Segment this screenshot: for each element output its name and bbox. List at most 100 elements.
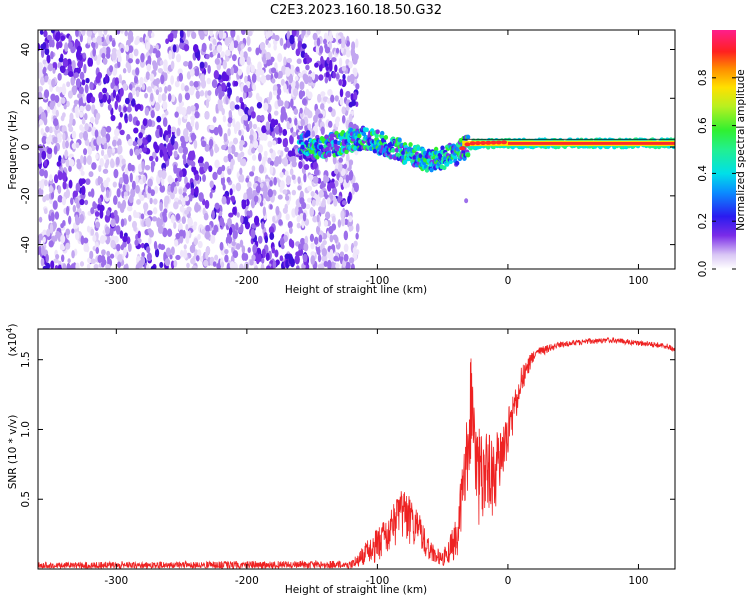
spectrogram-noise-cell xyxy=(104,162,109,169)
spectrogram-noise-cell xyxy=(135,35,141,44)
snr-y-tick-label: 0.5 xyxy=(20,491,32,508)
spectrogram-noise-cell xyxy=(277,194,283,200)
spectrogram-noise-cell xyxy=(180,82,185,92)
spectrogram-y-tick-label: -20 xyxy=(20,187,32,204)
spectrogram-noise-cell xyxy=(205,98,210,109)
spectrogram-noise-cell xyxy=(205,249,209,260)
spectrogram-noise-cell xyxy=(79,71,85,80)
spectrogram-noise-cell xyxy=(272,84,278,93)
spectrogram-noise-cell xyxy=(289,227,293,234)
spectrogram-noise-cell xyxy=(246,90,253,99)
spectrogram-noise-cell xyxy=(116,188,121,198)
spectrogram-noise-cell xyxy=(230,66,235,76)
spectrogram-noise-cell xyxy=(61,112,66,118)
spectrogram-noise-cell xyxy=(42,59,47,65)
spectrogram-noise-cell xyxy=(209,148,214,157)
spectrogram-noise-cell xyxy=(80,154,84,165)
spectrogram-noise-cell xyxy=(324,77,329,84)
spectrogram-noise-cell xyxy=(179,234,184,244)
spectrogram-noise-cell xyxy=(288,238,293,248)
spectrogram-noise-cell xyxy=(297,72,304,78)
spectrogram-noise-cell xyxy=(312,161,318,169)
spectrogram-noise-cell xyxy=(168,149,173,157)
spectrogram-noise-cell xyxy=(74,106,79,115)
spectrogram-noise-cell xyxy=(92,201,97,210)
spectrogram-noise-cell xyxy=(214,57,220,65)
spectrogram-noise-cell xyxy=(207,90,212,96)
spectrogram-noise-cell xyxy=(348,61,353,69)
spectrogram-noise-cell xyxy=(66,262,71,269)
spectrogram-noise-cell xyxy=(339,251,345,257)
spectrogram-noise-cell xyxy=(99,209,104,219)
spectrogram-noise-cell xyxy=(293,87,299,97)
spectrogram-noise-cell xyxy=(53,145,58,155)
spectrogram-noise-cell xyxy=(150,265,156,269)
spectrogram-noise-cell xyxy=(315,225,321,235)
spectrogram-noise-cell xyxy=(272,260,277,269)
spectrogram-noise-cell xyxy=(173,221,177,230)
spectrogram-noise-cell xyxy=(352,67,357,75)
spectrogram-noise-cell xyxy=(278,126,283,134)
spectrogram-noise-cell xyxy=(236,212,240,218)
colorbar-ticks: 0.0 0.2 0.4 0.6 0.8 xyxy=(697,69,736,277)
spectrogram-noise-cell xyxy=(255,252,259,261)
spectrogram-noise-cell xyxy=(227,235,233,244)
spectrogram-noise-cell xyxy=(274,249,279,258)
spectrogram-noise-cell xyxy=(173,164,178,174)
spectrogram-noise-cell xyxy=(97,176,103,184)
spectrogram-noise-cell xyxy=(255,185,261,194)
spectrogram-noise-cell xyxy=(117,201,121,209)
spectrogram-noise-cell xyxy=(192,255,196,263)
spectrogram-noise-cell xyxy=(78,96,83,106)
snr-x-tick-label: -300 xyxy=(104,575,128,587)
spectrogram-noise-cell xyxy=(263,102,269,111)
spectrogram-noise-cell xyxy=(184,92,191,101)
spectrogram-noise-cell xyxy=(64,149,68,160)
spectrogram-noise-cell xyxy=(221,164,226,172)
spectrogram-noise-cell xyxy=(279,255,284,262)
spectrogram-noise-cell xyxy=(146,63,151,72)
spectrogram-noise-cell xyxy=(162,227,168,238)
spectrogram-noise-cell xyxy=(274,155,280,165)
spectrogram-ridge-cell xyxy=(469,141,476,146)
spectrogram-noise-cell xyxy=(170,135,175,146)
spectrogram-noise-cell xyxy=(89,58,94,67)
spectrogram-y-tick-label: -40 xyxy=(20,236,32,253)
spectrogram-noise-cell xyxy=(267,140,273,148)
spectrogram-noise-cell xyxy=(172,44,177,53)
spectrogram-noise-cell xyxy=(185,224,189,231)
spectrogram-noise-cell xyxy=(334,168,339,175)
snr-frame xyxy=(37,328,676,570)
spectrogram-noise-cell xyxy=(204,231,211,240)
spectrogram-noise-cell xyxy=(128,214,132,222)
spectrogram-noise-cell xyxy=(54,94,60,104)
spectrogram-noise-cell xyxy=(51,39,55,48)
spectrogram-noise-cell xyxy=(232,40,239,49)
spectrogram-noise-cell xyxy=(146,264,150,269)
spectrogram-noise-cell xyxy=(42,236,46,244)
spectrogram-noise-cell xyxy=(249,259,254,266)
spectrogram-noise-cell xyxy=(154,102,161,112)
spectrogram-noise-cell xyxy=(92,47,97,57)
spectrogram-noise-cell xyxy=(300,241,304,248)
spectrogram-noise-cell xyxy=(135,90,140,98)
spectrogram-noise-cell xyxy=(338,162,343,172)
spectrogram-noise-cell xyxy=(97,254,103,264)
spectrogram-noise-cell xyxy=(136,198,141,205)
spectrogram-noise-cell xyxy=(233,80,239,87)
spectrogram-noise-cell xyxy=(158,86,163,93)
spectrogram-noise-cell xyxy=(198,156,204,164)
spectrogram-noise-cell xyxy=(125,183,130,192)
colorbar-tick-label: 0.4 xyxy=(697,165,709,182)
spectrogram-noise-cell xyxy=(105,125,112,133)
spectrogram-noise-cell xyxy=(100,261,105,268)
snr-y-ticks: 0.5 1.0 1.5 xyxy=(20,351,675,508)
spectrogram-noise-cell xyxy=(71,250,75,259)
spectrogram-noise-cell xyxy=(344,218,349,226)
spectrogram-noise-cell xyxy=(194,186,199,196)
spectrogram-noise-cell xyxy=(47,147,53,155)
spectrogram-noise-cell xyxy=(350,263,355,269)
spectrogram-noise-cell xyxy=(286,120,290,130)
spectrogram-noise-cell xyxy=(265,74,271,81)
spectrogram-noise-cell xyxy=(141,147,148,153)
